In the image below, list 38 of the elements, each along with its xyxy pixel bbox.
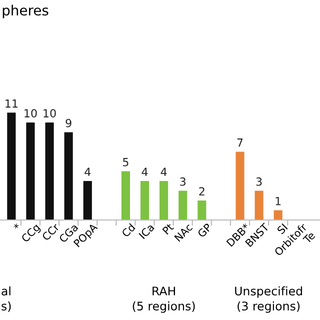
x-tick-label: Pt xyxy=(162,222,174,235)
x-tick-label: * xyxy=(12,222,20,230)
bar xyxy=(140,180,150,220)
data-label: 10 xyxy=(24,109,37,118)
x-tick-label: CCr xyxy=(42,222,60,242)
x-tick-label: CCg xyxy=(20,223,42,244)
bar xyxy=(64,132,73,220)
data-label: 9 xyxy=(66,118,72,128)
data-label: 5 xyxy=(123,158,128,166)
bar xyxy=(7,112,16,220)
bar xyxy=(178,190,188,220)
x-tick-label: ICa xyxy=(138,223,155,240)
bar xyxy=(160,180,168,220)
data-label: 10 xyxy=(44,109,56,118)
data-label: 1 xyxy=(276,197,281,206)
text: Unspecified (3 regions) xyxy=(235,286,302,313)
x-tick-label: Cd xyxy=(121,223,136,238)
bar xyxy=(83,180,92,220)
data-label: 7 xyxy=(237,138,243,147)
text: al s) xyxy=(2,286,11,312)
bar xyxy=(236,152,244,220)
bar xyxy=(198,200,206,220)
x-tick-label: GP xyxy=(197,222,212,238)
bar xyxy=(45,122,54,220)
bar xyxy=(254,190,264,220)
data-label: 2 xyxy=(199,187,204,196)
bar xyxy=(26,122,35,220)
text: pheres xyxy=(2,4,48,18)
bar xyxy=(121,171,130,220)
x-tick-label: NAc xyxy=(174,223,193,242)
data-label: 3 xyxy=(180,177,186,186)
text: RAH (5 regions) xyxy=(132,286,195,313)
data-label: 4 xyxy=(142,168,148,176)
data-label: 4 xyxy=(84,168,91,176)
bar xyxy=(274,210,282,220)
data-label: 3 xyxy=(256,177,262,186)
data-label: 11 xyxy=(6,99,18,108)
data-label: 4 xyxy=(160,168,167,176)
